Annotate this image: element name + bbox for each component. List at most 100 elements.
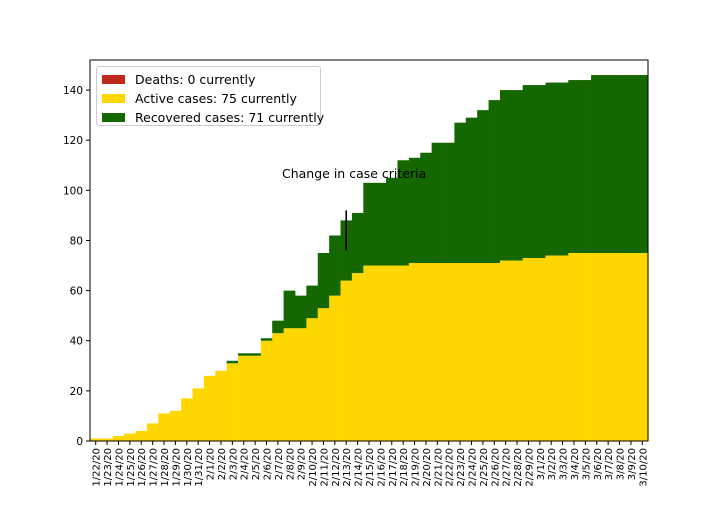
legend-swatch-deaths: [102, 74, 125, 84]
x-tick-label-27: 2/18/20: [399, 448, 410, 487]
bar-recovered-27: [397, 160, 410, 266]
x-tick-label-32: 2/23/20: [456, 448, 467, 487]
legend-swatch-recovered: [102, 112, 125, 122]
bar-active-15: [260, 340, 273, 441]
bar-active-44: [591, 253, 603, 441]
bar-active-48: [636, 253, 649, 441]
bar-active-21: [329, 295, 341, 441]
x-tick-label-29: 2/20/20: [422, 448, 433, 487]
bar-active-33: [465, 263, 478, 441]
bar-active-10: [203, 375, 216, 441]
bar-active-12: [226, 363, 239, 441]
y-tick-label-120: 120: [63, 135, 83, 147]
bar-active-16: [272, 333, 284, 441]
x-tick-label-17: 2/8/20: [285, 448, 296, 480]
bar-recovered-37: [511, 90, 524, 261]
x-tick-label-31: 2/22/20: [445, 448, 456, 487]
bar-recovered-35: [488, 100, 501, 264]
bar-recovered-39: [534, 85, 546, 259]
x-tick-label-35: 2/26/20: [490, 448, 501, 487]
bar-active-0: [90, 438, 102, 441]
x-tick-label-28: 2/19/20: [411, 448, 422, 487]
bar-recovered-24: [363, 182, 376, 266]
bar-active-20: [317, 308, 330, 441]
x-tick-label-9: 1/31/20: [194, 448, 205, 487]
x-tick-label-14: 2/5/20: [251, 448, 262, 480]
bar-active-36: [499, 260, 512, 441]
bar-active-40: [545, 255, 558, 441]
x-tick-label-12: 2/3/20: [228, 448, 239, 480]
bar-active-26: [386, 265, 398, 441]
x-tick-label-21: 2/12/20: [331, 448, 342, 487]
x-tick-label-5: 1/27/20: [149, 448, 160, 487]
annotation-change-in-criteria: Change in case criteria: [282, 166, 427, 181]
bar-recovered-33: [465, 117, 478, 264]
legend: Deaths: 0 currently Active cases: 75 cur…: [96, 66, 324, 126]
bar-active-5: [146, 423, 159, 441]
bar-recovered-30: [431, 142, 444, 264]
x-tick-label-15: 2/6/20: [263, 448, 274, 480]
y-tick-label-20: 20: [70, 386, 83, 398]
bar-active-29: [420, 263, 433, 441]
bar-active-39: [534, 258, 546, 441]
bar-active-38: [522, 258, 535, 441]
bar-recovered-17: [283, 290, 296, 329]
bar-active-19: [306, 318, 319, 441]
y-tick-label-140: 140: [63, 85, 83, 97]
x-tick-label-26: 2/17/20: [388, 448, 399, 487]
bar-recovered-20: [317, 253, 330, 309]
bar-active-32: [454, 263, 467, 441]
bar-active-30: [431, 263, 444, 441]
bar-recovered-44: [591, 75, 603, 254]
x-tick-label-16: 2/7/20: [274, 448, 285, 480]
x-tick-label-25: 2/16/20: [376, 448, 387, 487]
bar-active-7: [169, 410, 182, 441]
bar-active-17: [283, 328, 296, 441]
bar-active-47: [625, 253, 638, 441]
bar-active-9: [192, 388, 205, 441]
bar-recovered-21: [329, 235, 341, 296]
legend-item-recovered: Recovered cases: 71 currently: [102, 108, 324, 126]
x-tick-label-24: 2/15/20: [365, 448, 376, 487]
bar-active-13: [238, 355, 250, 441]
bar-recovered-40: [545, 82, 558, 256]
bar-active-11: [215, 370, 228, 441]
bar-recovered-29: [420, 152, 433, 264]
x-tick-label-40: 3/2/20: [547, 448, 558, 480]
bar-active-35: [488, 263, 501, 441]
bar-active-37: [511, 260, 524, 441]
legend-swatch-active: [102, 93, 125, 103]
y-tick-label-40: 40: [70, 336, 83, 348]
x-tick-label-47: 3/9/20: [627, 448, 638, 480]
x-tick-label-2: 1/24/20: [114, 448, 125, 487]
x-tick-label-36: 2/27/20: [502, 448, 513, 487]
x-tick-label-42: 3/4/20: [570, 448, 581, 480]
x-tick-label-30: 2/21/20: [433, 448, 444, 487]
y-tick-label-100: 100: [63, 185, 83, 197]
x-tick-label-0: 1/22/20: [92, 448, 103, 487]
bar-recovered-46: [613, 75, 626, 254]
x-tick-label-20: 2/11/20: [319, 448, 330, 487]
bar-recovered-15: [260, 338, 273, 341]
x-tick-label-6: 1/28/20: [160, 448, 171, 487]
y-tick-label-0: 0: [76, 436, 83, 448]
x-tick-label-8: 1/30/20: [183, 448, 194, 487]
bar-recovered-32: [454, 122, 467, 264]
bar-recovered-25: [374, 182, 387, 266]
bar-recovered-14: [249, 353, 262, 356]
bar-recovered-38: [522, 85, 535, 259]
x-tick-label-4: 1/26/20: [137, 448, 148, 487]
x-tick-label-41: 3/3/20: [559, 448, 570, 480]
x-tick-label-10: 2/1/20: [206, 448, 217, 480]
x-tick-label-34: 2/25/20: [479, 448, 490, 487]
legend-label-recovered: Recovered cases: 71 currently: [135, 109, 325, 125]
bar-recovered-26: [386, 177, 398, 266]
bar-active-8: [181, 398, 193, 441]
x-tick-label-48: 3/10/20: [638, 448, 649, 487]
x-tick-label-46: 3/8/20: [616, 448, 627, 480]
bar-active-14: [249, 355, 262, 441]
bar-recovered-12: [226, 360, 239, 364]
bar-recovered-31: [443, 142, 455, 264]
bar-recovered-42: [568, 80, 581, 253]
bar-recovered-45: [602, 75, 615, 254]
